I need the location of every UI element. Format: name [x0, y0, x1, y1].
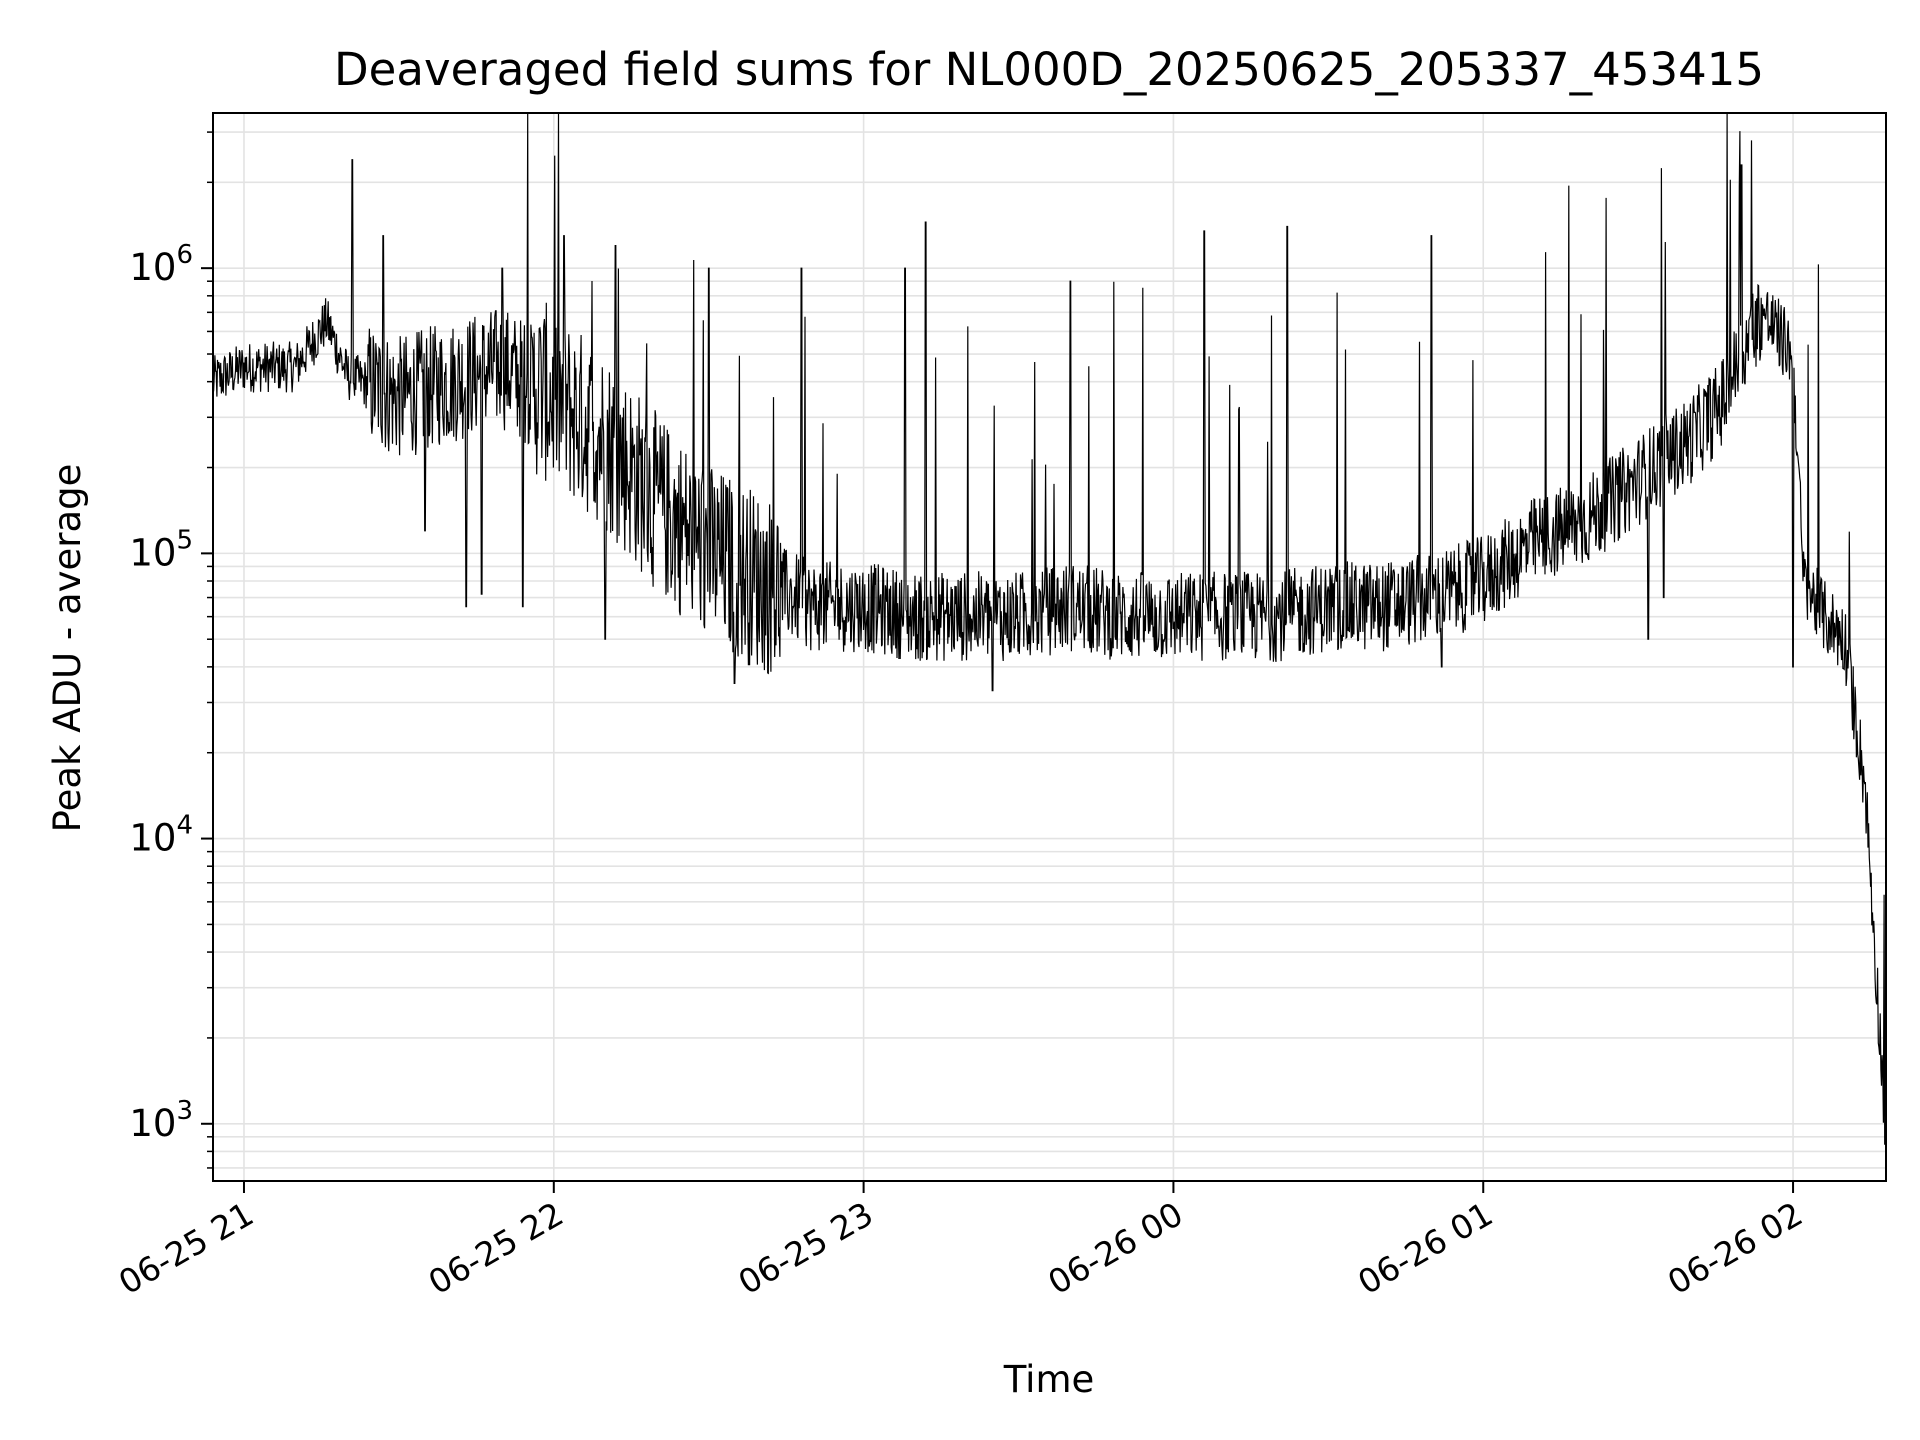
x-tick-label: 06-25 22: [422, 1194, 570, 1302]
series-line: [212, 112, 1887, 1145]
x-tick-label: 06-25 23: [732, 1194, 880, 1302]
x-tick-label: 06-26 00: [1041, 1194, 1189, 1302]
plot-frame: [212, 112, 1887, 1182]
x-tick-label: 06-26 02: [1661, 1194, 1809, 1302]
y-tick-exponent: 4: [176, 811, 193, 841]
y-tick-base: 10: [129, 246, 176, 289]
y-tick-base: 10: [129, 1102, 176, 1145]
y-tick-label: 103: [129, 1096, 193, 1145]
y-tick-label: 106: [129, 240, 193, 289]
y-tick-exponent: 6: [176, 240, 193, 270]
x-axis-ticks: 06-25 21 06-25 22 06-25 23 06-26 00 06-26 01…: [112, 1181, 1809, 1302]
y-tick-exponent: 5: [176, 525, 193, 555]
y-tick-base: 10: [129, 531, 176, 574]
y-tick-label: 105: [129, 525, 193, 574]
x-axis-label: Time: [1003, 1358, 1095, 1401]
chart-title: Deaveraged field sums for NL000D_2025062…: [334, 43, 1764, 96]
y-axis-label: Peak ADU - average: [46, 464, 89, 833]
y-tick-label: 104: [129, 811, 193, 860]
x-tick-label: 06-26 01: [1351, 1194, 1499, 1302]
series-line-layer: [212, 112, 1887, 1145]
y-tick-exponent: 3: [176, 1096, 193, 1126]
y-tick-base: 10: [129, 817, 176, 860]
x-tick-label: 06-25 21: [112, 1194, 260, 1302]
